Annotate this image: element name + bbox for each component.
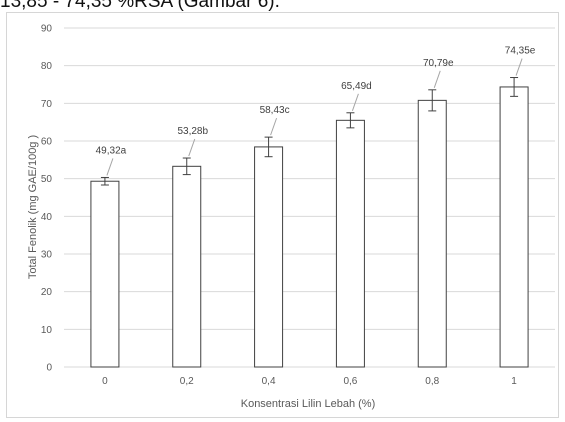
y-tick-labels: 0 10 20 30 40 50 60 70 80 90 [41, 24, 53, 374]
bar-0 [90, 180, 120, 368]
data-labels: 49,32a 53,28b 58,43c 65,49d 70,79e 74,35e [96, 46, 536, 157]
data-label: 53,28b [177, 126, 208, 137]
y-tick-label: 10 [41, 325, 53, 336]
error-bar-3 [346, 112, 355, 129]
y-tick-label: 0 [46, 363, 52, 374]
label-leader-3 [351, 93, 359, 111]
error-bar-1 [182, 157, 191, 176]
y-axis-title: Total Fenolik (mg GAE/100g ) [27, 135, 39, 279]
error-bar-4 [428, 89, 437, 112]
error-bar-0 [100, 176, 109, 186]
x-axis-title: Konsentrasi Lilin Lebah (%) [241, 398, 376, 410]
y-tick-label: 40 [41, 212, 53, 223]
y-tick-label: 60 [41, 137, 53, 148]
label-leader-0 [106, 158, 114, 176]
bar-4 [417, 99, 447, 368]
label-leader-2 [270, 117, 278, 136]
caption-text: 13,85 - 74,35 %RSA (Gambar 6). [0, 0, 280, 12]
x-tick-label: 0,4 [262, 376, 276, 387]
data-label: 70,79e [423, 58, 454, 69]
data-label: 74,35e [505, 46, 536, 57]
y-tick-label: 50 [41, 174, 53, 185]
x-tick-label: 0,2 [180, 376, 194, 387]
error-bars [100, 77, 519, 186]
x-tick-label: 0,6 [343, 376, 357, 387]
x-tick-label: 0 [102, 376, 108, 387]
label-leader-1 [188, 138, 196, 157]
x-tick-label: 1 [511, 376, 517, 387]
bar-3 [335, 119, 365, 368]
label-leader-4 [433, 70, 441, 88]
bars [90, 86, 529, 368]
y-tick-label: 90 [41, 24, 53, 35]
error-bar-5 [510, 77, 519, 97]
data-label: 49,32a [96, 145, 127, 156]
label-leaders [106, 58, 523, 176]
x-tick-label: 0,8 [425, 376, 439, 387]
x-tick-labels: 0 0,2 0,4 0,6 0,8 1 [102, 376, 517, 387]
bar-2 [254, 146, 284, 368]
data-label: 58,43c [260, 105, 290, 116]
chart-frame [6, 12, 559, 418]
label-leader-5 [515, 58, 523, 76]
data-label: 65,49d [341, 81, 372, 92]
bar-5 [499, 86, 529, 368]
error-bar-2 [264, 136, 273, 158]
y-tick-label: 70 [41, 99, 53, 110]
y-tick-label: 80 [41, 61, 53, 72]
bar-1 [172, 165, 202, 368]
y-tick-label: 20 [41, 287, 53, 298]
gridlines [64, 27, 555, 368]
y-tick-label: 30 [41, 250, 53, 261]
